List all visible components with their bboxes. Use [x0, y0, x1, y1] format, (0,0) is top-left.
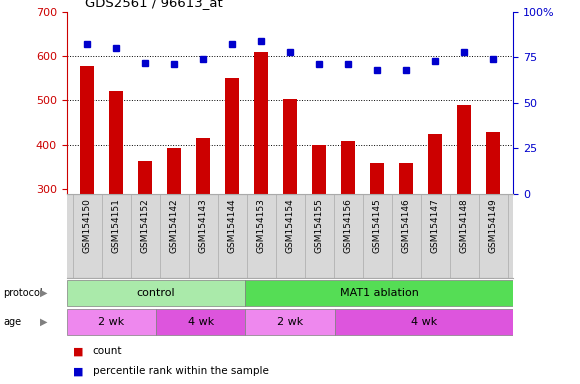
Text: GSM154153: GSM154153: [256, 198, 266, 253]
Text: GSM154142: GSM154142: [169, 198, 179, 253]
Text: GSM154146: GSM154146: [401, 198, 411, 253]
Text: control: control: [137, 288, 175, 298]
Text: GSM154154: GSM154154: [285, 198, 295, 253]
Text: age: age: [3, 316, 21, 327]
Text: 4 wk: 4 wk: [187, 316, 214, 327]
Text: MAT1 ablation: MAT1 ablation: [340, 288, 419, 298]
Bar: [335, 309, 513, 334]
Text: ▶: ▶: [40, 316, 48, 327]
Text: 2 wk: 2 wk: [98, 316, 125, 327]
Text: GSM154144: GSM154144: [227, 198, 237, 253]
Text: GSM154152: GSM154152: [140, 198, 150, 253]
Text: GSM154156: GSM154156: [343, 198, 353, 253]
Bar: [196, 138, 210, 194]
Text: 4 wk: 4 wk: [411, 316, 437, 327]
Text: GSM154150: GSM154150: [82, 198, 92, 253]
Bar: [138, 161, 152, 194]
Text: count: count: [93, 346, 122, 356]
Bar: [245, 309, 335, 334]
Bar: [167, 148, 181, 194]
Text: GSM154148: GSM154148: [459, 198, 469, 253]
Bar: [457, 105, 471, 194]
Bar: [225, 78, 239, 194]
Bar: [67, 280, 245, 306]
Text: GSM154155: GSM154155: [314, 198, 324, 253]
Text: ■: ■: [72, 366, 83, 376]
Text: percentile rank within the sample: percentile rank within the sample: [93, 366, 269, 376]
Bar: [399, 163, 413, 194]
Bar: [80, 66, 94, 194]
Bar: [283, 99, 297, 194]
Bar: [428, 134, 442, 194]
Text: ▶: ▶: [40, 288, 48, 298]
Bar: [67, 309, 156, 334]
Text: GSM154147: GSM154147: [430, 198, 440, 253]
Bar: [341, 141, 355, 194]
Text: 2 wk: 2 wk: [277, 316, 303, 327]
Bar: [156, 309, 245, 334]
Text: GSM154151: GSM154151: [111, 198, 121, 253]
Text: protocol: protocol: [3, 288, 42, 298]
Text: GSM154149: GSM154149: [488, 198, 498, 253]
Bar: [245, 280, 513, 306]
Text: GDS2561 / 96613_at: GDS2561 / 96613_at: [85, 0, 222, 9]
Bar: [312, 145, 326, 194]
Text: GSM154145: GSM154145: [372, 198, 382, 253]
Bar: [254, 51, 268, 194]
Bar: [109, 91, 123, 194]
Text: ■: ■: [72, 346, 83, 356]
Bar: [486, 132, 500, 194]
Bar: [370, 163, 384, 194]
Text: GSM154143: GSM154143: [198, 198, 208, 253]
